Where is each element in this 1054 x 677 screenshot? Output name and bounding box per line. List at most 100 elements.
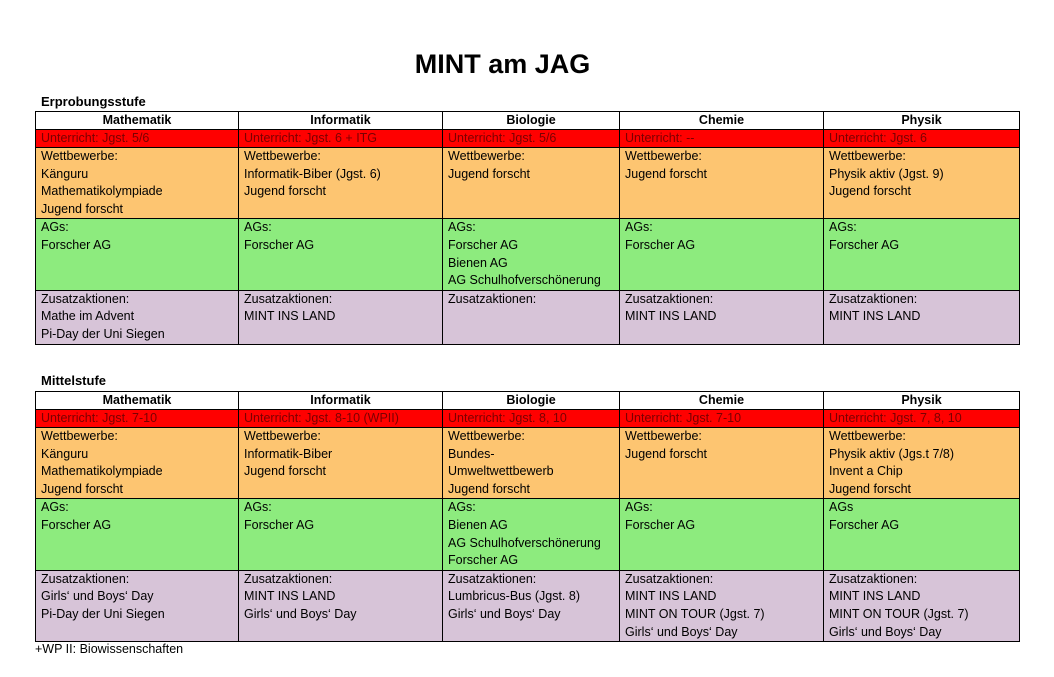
zusatzaktionen-cell: Zusatzaktionen: Lumbricus-Bus (Jgst. 8) … [442, 569, 620, 643]
cell-line: AG Schulhofverschönerung [448, 273, 601, 288]
cell-line: Wettbewerbe: [244, 429, 321, 443]
ags-cell: AGs: Forscher AG [35, 218, 239, 291]
table-erprobungsstufe: Mathematik Informatik Biologie Chemie Ph… [35, 111, 1020, 345]
unterricht-cell: Unterricht: Jgst. 8, 10 [442, 409, 620, 428]
cell-line: Forscher AG [448, 237, 519, 252]
cell-line: Mathematikolympiade [41, 184, 163, 199]
cell-line: Pi-Day der Uni Siegen [41, 606, 165, 621]
header-row: Mathematik Informatik Biologie Chemie Ph… [35, 111, 1020, 130]
ags-cell: AGs: Forscher AG [35, 498, 239, 571]
cell-line: Forscher AG [829, 237, 900, 252]
unterricht-cell: Unterricht: Jgst. 7-10 [35, 409, 239, 428]
cell-line: MINT INS LAND [625, 589, 717, 604]
column-header-mathematik: Mathematik [35, 391, 239, 410]
cell-line: MINT ON TOUR (Jgst. 7) [625, 606, 765, 621]
cell-line: Mathematikolympiade [41, 464, 163, 479]
cell-line: Wettbewerbe: [625, 429, 702, 443]
cell-line: AGs: [448, 220, 476, 235]
cell-line: Forscher AG [244, 517, 315, 532]
wettbewerbe-cell: Wettbewerbe: Jugend forscht [619, 146, 824, 220]
unterricht-cell: Unterricht: Jgst. 5/6 [442, 129, 620, 148]
cell-line: Forscher AG [244, 237, 315, 252]
cell-line: MINT INS LAND [829, 589, 921, 604]
cell-line: Jugend forscht [448, 481, 530, 496]
cell-line: AGs: [244, 500, 272, 515]
cell-line: Bundes- [448, 446, 495, 461]
wettbewerbe-cell: Wettbewerbe: Physik aktiv (Jgst. 9) Juge… [823, 146, 1020, 220]
unterricht-row: Unterricht: Jgst. 5/6 Unterricht: Jgst. … [35, 129, 1020, 148]
cell-line: Zusatzaktionen: [625, 291, 714, 306]
cell-line: Känguru [41, 446, 89, 461]
cell-line: AGs [829, 500, 854, 515]
cell-line: Lumbricus-Bus (Jgst. 8) [448, 589, 580, 604]
footnote: +WP II: Biowissenschaften [35, 642, 184, 656]
cell-line: AG Schulhofverschönerung [448, 535, 601, 550]
cell-line: AGs: [244, 220, 272, 235]
ags-cell: AGs: Forscher AG [238, 498, 443, 571]
cell-line: Wettbewerbe: [625, 149, 702, 163]
cell-line: AGs: [448, 500, 476, 515]
cell-line: Jugend forscht [448, 166, 530, 181]
cell-line: Forscher AG [829, 517, 900, 532]
zusatzaktionen-cell: Zusatzaktionen: MINT INS LAND [619, 289, 824, 345]
cell-line: Mathe im Advent [41, 309, 135, 324]
unterricht-cell: Unterricht: Jgst. 5/6 [35, 129, 239, 148]
ags-cell: AGs: Forscher AG [619, 218, 824, 291]
cell-line: Forscher AG [448, 553, 519, 568]
cell-line: Jugend forscht [244, 464, 326, 479]
zusatzaktionen-cell: Zusatzaktionen: Mathe im Advent Pi-Day d… [35, 289, 239, 345]
cell-line: Wettbewerbe: [41, 429, 118, 443]
cell-line: Physik aktiv (Jgs.t 7/8) [829, 446, 955, 461]
zusatzaktionen-row: Zusatzaktionen: Mathe im Advent Pi-Day d… [35, 289, 1020, 345]
cell-line: Wettbewerbe: [244, 149, 321, 163]
cell-line: Wettbewerbe: [829, 149, 906, 163]
header-row: Mathematik Informatik Biologie Chemie Ph… [35, 391, 1020, 410]
section-label-erprobungsstufe: Erprobungsstufe [41, 94, 146, 109]
cell-line: Girls‘ und Boys‘ Day [244, 606, 357, 621]
ags-row: AGs: Forscher AG AGs: Forscher AG AGs: B… [35, 498, 1020, 571]
wettbewerbe-cell: Wettbewerbe: Känguru Mathematikolympiade… [35, 146, 239, 220]
wettbewerbe-cell: Wettbewerbe: Jugend forscht [442, 146, 620, 220]
cell-line: AGs: [41, 500, 69, 515]
column-header-informatik: Informatik [238, 111, 443, 130]
cell-line: Informatik-Biber [244, 446, 333, 461]
cell-line: MINT INS LAND [829, 309, 921, 324]
unterricht-cell: Unterricht: Jgst. 6 [823, 129, 1020, 148]
column-header-physik: Physik [823, 391, 1020, 410]
cell-line: Forscher AG [625, 517, 696, 532]
wettbewerbe-row: Wettbewerbe: Känguru Mathematikolympiade… [35, 146, 1020, 220]
column-header-mathematik: Mathematik [35, 111, 239, 130]
cell-line: Informatik-Biber (Jgst. 6) [244, 166, 381, 181]
cell-line: Wettbewerbe: [448, 429, 525, 443]
cell-line: Girls‘ und Boys‘ Day [448, 606, 561, 621]
cell-line: Bienen AG [448, 517, 508, 532]
wettbewerbe-cell: Wettbewerbe: Jugend forscht [619, 426, 824, 500]
cell-line: Forscher AG [41, 237, 112, 252]
cell-line: AGs: [829, 220, 857, 235]
cell-line: AGs: [625, 220, 653, 235]
column-header-physik: Physik [823, 111, 1020, 130]
cell-line: Jugend forscht [41, 481, 123, 496]
table-mittelstufe: Mathematik Informatik Biologie Chemie Ph… [35, 391, 1020, 643]
zusatzaktionen-cell: Zusatzaktionen: MINT INS LAND MINT ON TO… [823, 569, 1020, 643]
cell-line: Känguru [41, 166, 89, 181]
column-header-biologie: Biologie [442, 391, 620, 410]
ags-cell: AGs: Forscher AG [238, 218, 443, 291]
cell-line: Girls‘ und Boys‘ Day [829, 624, 942, 639]
zusatzaktionen-cell: Zusatzaktionen: MINT INS LAND [238, 289, 443, 345]
cell-line: Forscher AG [625, 237, 696, 252]
unterricht-cell: Unterricht: -- [619, 129, 824, 148]
ags-cell: AGs Forscher AG [823, 498, 1020, 571]
zusatzaktionen-cell: Zusatzaktionen: MINT INS LAND [823, 289, 1020, 345]
zusatzaktionen-cell: Zusatzaktionen: Girls‘ und Boys‘ Day Pi-… [35, 569, 239, 643]
cell-line: Jugend forscht [829, 481, 911, 496]
cell-line: Wettbewerbe: [448, 149, 525, 163]
cell-line: Physik aktiv (Jgst. 9) [829, 166, 944, 181]
column-header-chemie: Chemie [619, 111, 824, 130]
ags-row: AGs: Forscher AG AGs: Forscher AG AGs: F… [35, 218, 1020, 291]
zusatzaktionen-row: Zusatzaktionen: Girls‘ und Boys‘ Day Pi-… [35, 569, 1020, 643]
cell-line: Zusatzaktionen: [448, 291, 537, 306]
column-header-informatik: Informatik [238, 391, 443, 410]
cell-line: Girls‘ und Boys‘ Day [41, 589, 154, 604]
cell-line: Forscher AG [41, 517, 112, 532]
